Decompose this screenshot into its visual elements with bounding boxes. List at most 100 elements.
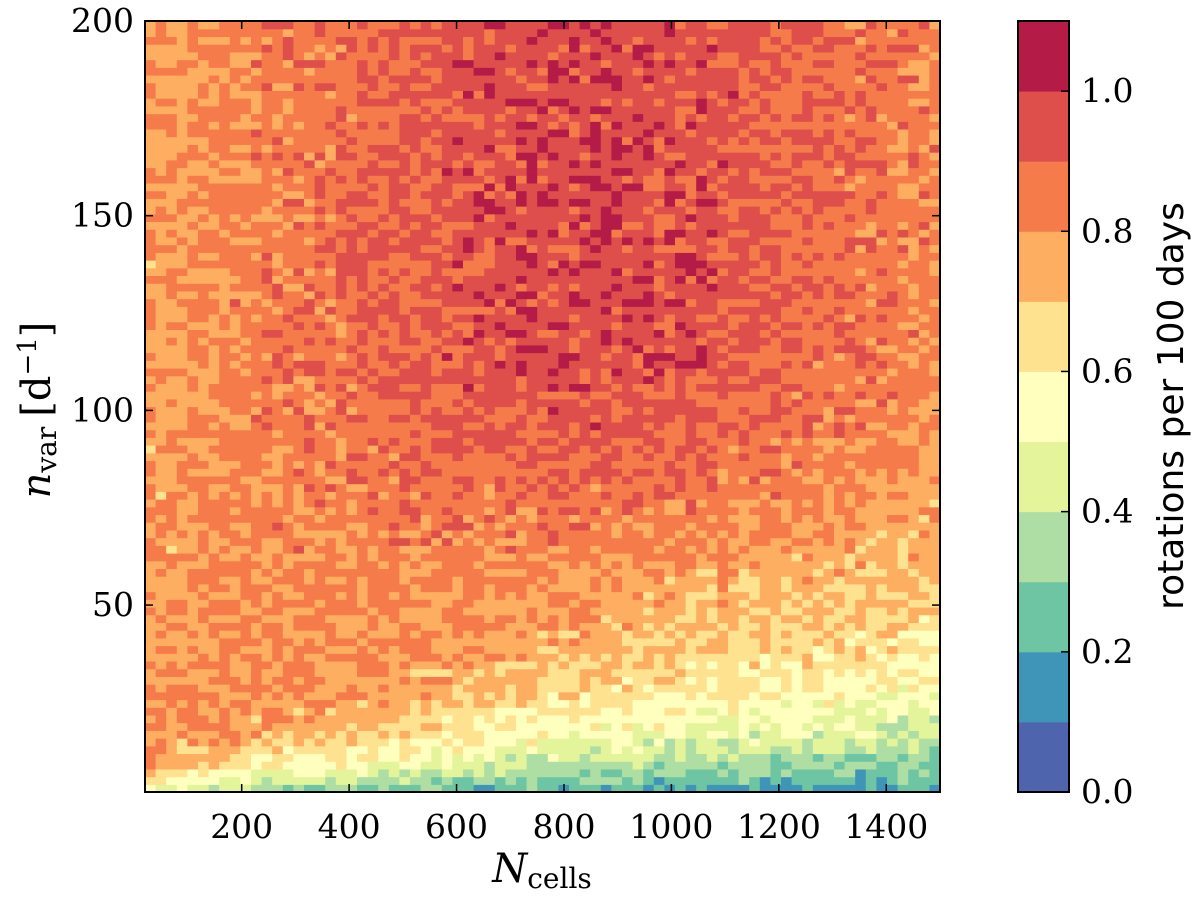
heatmap-cell: [749, 545, 761, 554]
heatmap-cell: [367, 514, 379, 523]
heatmap-cell: [728, 313, 740, 323]
heatmap-cell: [558, 298, 570, 307]
heatmap-cell: [749, 429, 761, 438]
heatmap-cell: [219, 552, 231, 562]
heatmap-cell: [251, 784, 263, 792]
heatmap-cell: [643, 606, 655, 616]
heatmap-cell: [335, 298, 347, 307]
heatmap-cell: [844, 514, 856, 523]
heatmap-cell: [176, 475, 188, 485]
heatmap-cell: [187, 645, 199, 654]
heatmap-cell: [812, 383, 824, 392]
heatmap-cell: [145, 452, 157, 462]
heatmap-cell: [675, 352, 687, 361]
heatmap-cell: [229, 344, 241, 354]
heatmap-cell: [219, 568, 231, 577]
heatmap-cell: [145, 776, 157, 785]
heatmap-cell: [791, 753, 803, 762]
heatmap-cell: [653, 753, 665, 762]
heatmap-cell: [622, 406, 634, 415]
heatmap-cell: [473, 660, 485, 670]
heatmap-cell: [325, 722, 337, 731]
heatmap-cell: [282, 645, 294, 654]
heatmap-cell: [558, 290, 570, 300]
heatmap-cell: [781, 599, 793, 608]
heatmap-cell: [600, 475, 612, 485]
heatmap-cell: [314, 290, 326, 300]
heatmap-cell: [484, 491, 496, 500]
heatmap-cell: [155, 768, 167, 778]
heatmap-cell: [187, 699, 199, 708]
heatmap-cell: [558, 367, 570, 377]
heatmap-cell: [728, 306, 740, 315]
heatmap-cell: [717, 529, 729, 539]
heatmap-cell: [335, 452, 347, 462]
heatmap-cell: [834, 784, 846, 792]
heatmap-cell: [219, 730, 231, 739]
heatmap-cell: [219, 375, 231, 384]
heatmap-cell: [918, 722, 930, 731]
heatmap-cell: [812, 738, 824, 747]
heatmap-cell: [526, 398, 538, 408]
heatmap-cell: [749, 306, 761, 315]
heatmap-cell: [675, 591, 687, 600]
heatmap-cell: [643, 738, 655, 747]
heatmap-cell: [590, 360, 602, 369]
heatmap-cell: [675, 421, 687, 431]
heatmap-cell: [823, 591, 835, 600]
heatmap-cell: [219, 367, 231, 377]
heatmap-cell: [229, 275, 241, 284]
heatmap-cell: [155, 313, 167, 323]
heatmap-cell: [929, 645, 940, 654]
heatmap-cell: [304, 660, 316, 670]
heatmap-cell: [600, 761, 612, 770]
heatmap-cell: [473, 653, 485, 662]
heatmap-cell: [802, 614, 814, 623]
heatmap-cell: [494, 421, 506, 431]
heatmap-cell: [558, 699, 570, 708]
heatmap-cell: [452, 313, 464, 323]
heatmap-cell: [272, 622, 284, 631]
heatmap-cell: [865, 730, 877, 739]
heatmap-cell: [759, 637, 771, 647]
heatmap-cell: [569, 283, 581, 292]
heatmap-cell: [855, 583, 867, 593]
heatmap-cell: [261, 468, 273, 477]
heatmap-cell: [569, 653, 581, 662]
heatmap-cell: [706, 545, 718, 554]
heatmap-cell: [865, 576, 877, 585]
heatmap-cell: [600, 776, 612, 785]
heatmap-cell: [696, 306, 708, 315]
heatmap-cell: [304, 606, 316, 616]
heatmap-cell: [579, 676, 591, 685]
heatmap-cell: [388, 306, 400, 315]
heatmap-cell: [166, 707, 178, 716]
heatmap-cell: [918, 290, 930, 300]
heatmap-cell: [240, 676, 252, 685]
heatmap-cell: [728, 768, 740, 778]
heatmap-cell: [251, 452, 263, 462]
heatmap-cell: [145, 491, 157, 500]
heatmap-cell: [176, 637, 188, 647]
heatmap-cell: [378, 738, 390, 747]
heatmap-cell: [484, 529, 496, 539]
heatmap-cell: [240, 283, 252, 292]
heatmap-cell: [272, 506, 284, 516]
heatmap-cell: [145, 344, 157, 354]
heatmap-cell: [844, 660, 856, 670]
heatmap-cell: [685, 414, 697, 423]
heatmap-cell: [579, 306, 591, 315]
heatmap-cell: [325, 738, 337, 747]
heatmap-cell: [494, 545, 506, 554]
heatmap-cell: [272, 367, 284, 377]
heatmap-cell: [537, 761, 549, 770]
heatmap-cell: [632, 499, 644, 508]
heatmap-cell: [632, 622, 644, 631]
heatmap-cell: [272, 529, 284, 539]
heatmap-cell: [484, 583, 496, 593]
heatmap-cell: [759, 421, 771, 431]
heatmap-cell: [632, 722, 644, 731]
heatmap-cell: [781, 290, 793, 300]
heatmap-cell: [823, 738, 835, 747]
heatmap-cell: [410, 421, 422, 431]
